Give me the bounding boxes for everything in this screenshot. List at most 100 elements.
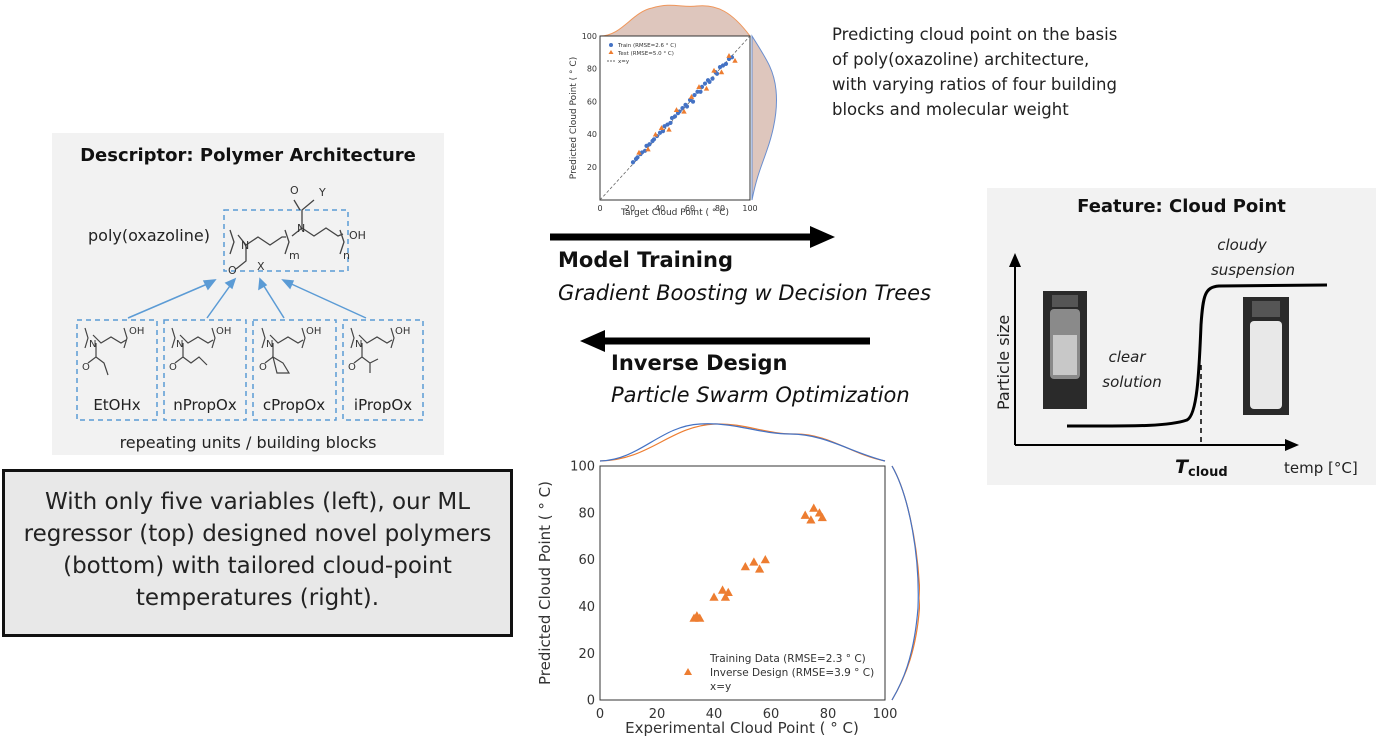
top-y-marginal (751, 34, 777, 201)
svg-text:O: O (82, 362, 90, 373)
top-point-s0-19 (677, 109, 682, 114)
top-point-s0-17 (672, 114, 678, 119)
bottom-point-s1-7 (740, 562, 750, 571)
bottom-legend-xy: x=y (710, 681, 731, 693)
svg-text:O: O (169, 362, 177, 373)
top-ytick-3: 80 (587, 65, 597, 74)
top-point-s0-15 (668, 120, 673, 126)
bottom-y-axis-label: Predicted Cloud Point ( ° C) (536, 481, 554, 685)
top-point-s1-7 (688, 93, 695, 99)
svg-text:N: N (176, 339, 183, 350)
top-point-s0-26 (695, 89, 700, 94)
building-blocks-caption: repeating units / building blocks (120, 433, 377, 452)
inverse-design-parity-chart: 0 20 40 60 80 100 0 20 40 60 80 100 Experimental Cl… (536, 423, 920, 737)
top-x-axis-label: Target Cloud Point ( ° C) (620, 208, 729, 218)
bottom-legend: Training Data (RMSE=2.3 ° C) Inverse Des… (684, 653, 874, 693)
inverse-design-title: Inverse Design (611, 351, 788, 375)
t-cloud-label: T (1175, 456, 1190, 478)
building-block-arrows (127, 277, 367, 319)
bottom-x-marginal-blue (599, 423, 886, 462)
bottom-xtick-3: 60 (763, 707, 780, 722)
top-point-s0-0 (630, 160, 636, 165)
feature-title: Feature: Cloud Point (1077, 196, 1286, 217)
bottom-ytick-2: 40 (578, 600, 595, 615)
bottom-plot-frame (599, 465, 886, 701)
feature-y-label: Particle size (994, 315, 1013, 410)
top-point-s1-9 (703, 85, 710, 91)
top-xtick-0: 0 (597, 204, 602, 213)
top-xtick-5: 100 (742, 204, 757, 213)
bottom-point-s1-12 (806, 515, 816, 524)
svg-text:OH: OH (395, 326, 410, 337)
top-point-s0-7 (647, 142, 652, 147)
top-legend-train: Train (RMSE=2.6 ° C) (617, 43, 676, 49)
top-point-s1-2 (652, 131, 659, 137)
clear-label-2: solution (1102, 373, 1161, 391)
descriptor-panel (52, 133, 444, 455)
bottom-point-s1-11 (800, 510, 810, 519)
bottom-point-s1-5 (720, 592, 730, 601)
polymer-backbone (229, 199, 345, 270)
svg-text:O: O (348, 362, 356, 373)
inverse-design-subtitle: Particle Swarm Optimization (611, 383, 910, 407)
bottom-point-s1-9 (755, 564, 765, 573)
top-point-s1-10 (711, 67, 717, 73)
training-parity-chart: 0 20 40 60 80 100 20 40 60 80 100 Target Cloud Poi… (569, 4, 777, 218)
bottom-point-s1-2 (695, 613, 705, 622)
monomer-label-2: nPropOx (173, 396, 237, 414)
bottom-point-s1-4 (717, 585, 728, 594)
summary-text: With only five variables (left), our ML … (23, 489, 492, 611)
cloudy-label-2: suspension (1211, 261, 1295, 279)
top-point-s1-4 (666, 126, 672, 132)
bottom-ytick-1: 20 (578, 647, 595, 662)
polymer-dashed-box (223, 209, 349, 272)
top-point-s0-22 (684, 104, 690, 109)
feature-x-label: temp [°C] (1284, 459, 1358, 477)
monomer-box-2 (163, 319, 247, 421)
top-xtick-2: 40 (655, 204, 665, 213)
bottom-point-s1-15 (817, 512, 827, 522)
top-xtick-1: 20 (625, 204, 635, 213)
clear-label-1: clear (1108, 348, 1146, 366)
model-training-title: Model Training (558, 248, 733, 272)
summary-box: With only five variables (left), our ML … (2, 469, 513, 637)
top-point-s0-24 (690, 99, 696, 104)
svg-text:N: N (297, 222, 305, 235)
svg-text:N: N (89, 339, 96, 350)
bottom-ytick-5: 100 (570, 460, 595, 475)
end-group: OH (349, 229, 366, 242)
top-xtick-4: 80 (715, 204, 725, 213)
top-point-s0-20 (680, 106, 685, 111)
bottom-xtick-5: 100 (873, 707, 898, 722)
bottom-xtick-1: 20 (649, 707, 666, 722)
clear-vial-image (1043, 291, 1087, 409)
svg-text:OH: OH (216, 326, 231, 337)
top-point-s0-39 (729, 55, 735, 60)
substituent-x: X (257, 260, 265, 273)
svg-text:OH: OH (129, 326, 144, 337)
bottom-legend-training: Training Data (RMSE=2.3 ° C) (709, 653, 866, 665)
top-point-s0-12 (660, 129, 666, 134)
monomer-label-4: iPropOx (354, 396, 412, 414)
polymer-name: poly(oxazoline) (88, 226, 210, 245)
top-point-s0-34 (714, 71, 720, 76)
bottom-ytick-4: 80 (578, 506, 595, 521)
top-point-s1-3 (658, 125, 665, 130)
top-point-s0-2 (635, 155, 640, 160)
subscript-m: m (289, 249, 300, 262)
bottom-xtick-0: 0 (596, 707, 604, 722)
monomer-box-4 (342, 319, 424, 421)
cloudy-vial-image (1243, 297, 1289, 415)
model-training-subtitle: Gradient Boosting w Decision Trees (558, 281, 932, 305)
top-y-axis-label: Predicted Cloud Point ( ° C) (569, 57, 579, 179)
top-point-s1-6 (681, 108, 687, 114)
svg-text:O: O (228, 264, 237, 277)
top-point-s1-1 (645, 146, 651, 152)
bottom-x-marginal-orange (599, 423, 886, 462)
top-point-s1-12 (726, 52, 732, 58)
monomer-label-3: cPropOx (263, 396, 325, 414)
svg-text:N: N (241, 239, 249, 252)
top-ytick-1: 40 (587, 130, 597, 139)
top-point-s1-5 (673, 107, 680, 112)
